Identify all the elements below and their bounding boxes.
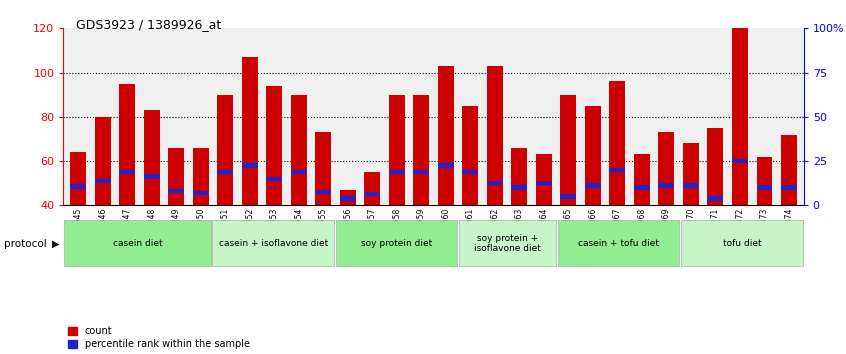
Bar: [511, 148, 527, 205]
Bar: [70, 152, 86, 205]
Text: ▶: ▶: [52, 239, 60, 249]
FancyBboxPatch shape: [64, 220, 211, 267]
Bar: [487, 181, 503, 185]
Bar: [511, 185, 527, 190]
Bar: [609, 81, 625, 205]
Bar: [193, 148, 209, 205]
FancyBboxPatch shape: [681, 220, 803, 267]
Bar: [291, 95, 307, 205]
Text: tofu diet: tofu diet: [722, 239, 761, 248]
Bar: [463, 170, 478, 175]
Text: soy protein diet: soy protein diet: [361, 239, 432, 248]
Bar: [438, 66, 453, 205]
Bar: [119, 170, 135, 175]
Bar: [707, 128, 723, 205]
Bar: [340, 196, 356, 201]
Bar: [781, 185, 797, 190]
Bar: [756, 156, 772, 205]
FancyBboxPatch shape: [212, 220, 334, 267]
Bar: [634, 185, 650, 190]
Bar: [707, 196, 723, 201]
Text: protocol: protocol: [4, 239, 47, 249]
Bar: [585, 106, 601, 205]
Bar: [414, 95, 429, 205]
Bar: [463, 106, 478, 205]
Bar: [658, 132, 674, 205]
Bar: [340, 190, 356, 205]
Bar: [438, 163, 453, 168]
Bar: [487, 66, 503, 205]
Bar: [683, 183, 699, 188]
Bar: [609, 168, 625, 172]
Bar: [266, 177, 283, 181]
Bar: [781, 135, 797, 205]
FancyBboxPatch shape: [459, 220, 556, 267]
Bar: [95, 117, 111, 205]
Bar: [732, 28, 748, 205]
Bar: [217, 170, 233, 175]
Legend: count, percentile rank within the sample: count, percentile rank within the sample: [69, 326, 250, 349]
Bar: [168, 189, 184, 193]
FancyBboxPatch shape: [558, 220, 679, 267]
Bar: [266, 86, 283, 205]
Bar: [536, 154, 552, 205]
Text: casein + tofu diet: casein + tofu diet: [578, 239, 659, 248]
Bar: [658, 183, 674, 188]
FancyBboxPatch shape: [336, 220, 457, 267]
Bar: [414, 170, 429, 175]
Bar: [634, 154, 650, 205]
Bar: [193, 191, 209, 195]
Bar: [732, 159, 748, 163]
Bar: [144, 110, 160, 205]
Bar: [242, 57, 258, 205]
Bar: [316, 190, 332, 194]
Bar: [365, 192, 380, 196]
Text: casein diet: casein diet: [113, 239, 162, 248]
Bar: [119, 84, 135, 205]
Bar: [217, 95, 233, 205]
Bar: [291, 170, 307, 175]
Text: casein + isoflavone diet: casein + isoflavone diet: [218, 239, 327, 248]
Bar: [70, 184, 86, 189]
Bar: [389, 95, 404, 205]
Bar: [756, 185, 772, 190]
Bar: [389, 170, 404, 175]
Bar: [365, 172, 380, 205]
Bar: [560, 194, 576, 199]
Bar: [536, 181, 552, 185]
Bar: [242, 163, 258, 168]
Bar: [683, 143, 699, 205]
Bar: [560, 95, 576, 205]
Text: soy protein +
isoflavone diet: soy protein + isoflavone diet: [474, 234, 541, 253]
Bar: [95, 179, 111, 183]
Bar: [585, 183, 601, 188]
Text: GDS3923 / 1389926_at: GDS3923 / 1389926_at: [76, 18, 222, 31]
Bar: [168, 148, 184, 205]
Bar: [316, 132, 332, 205]
Bar: [144, 174, 160, 179]
